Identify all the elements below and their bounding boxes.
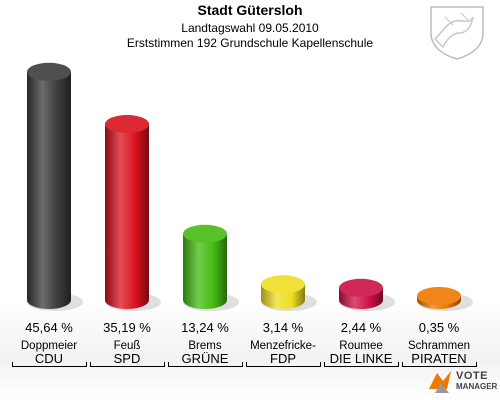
vote-manager-logo-icon xyxy=(429,371,451,393)
party-underline-tick xyxy=(324,362,325,367)
party-underline xyxy=(402,366,476,367)
party-underline xyxy=(324,366,398,367)
party-label: PIRATEN xyxy=(411,351,467,366)
candidate-label: Doppmeier xyxy=(20,340,78,352)
chart-subsubtitle: Erststimmen 192 Grundschule Kapellenschu… xyxy=(126,36,374,50)
value-label: 0,35 % xyxy=(418,320,460,335)
party-underline-tick xyxy=(476,362,477,367)
value-label: 2,44 % xyxy=(340,320,382,335)
party-label: SPD xyxy=(113,351,141,366)
bar-spd xyxy=(105,124,149,309)
party-underline-tick xyxy=(246,362,247,367)
party-label: FDP xyxy=(270,351,296,366)
bar-cap xyxy=(105,115,149,134)
value-label: 45,64 % xyxy=(25,320,73,335)
coat-of-arms-icon xyxy=(430,6,484,60)
candidate-label: Schrammen xyxy=(408,340,470,352)
bar-cap xyxy=(261,275,305,294)
party-underline-tick xyxy=(12,362,13,367)
bar-cdu xyxy=(27,71,71,309)
candidate-label: Brems xyxy=(188,340,222,352)
candidate-label: Menzefricke- xyxy=(250,340,316,352)
party-underline-tick xyxy=(164,362,165,367)
value-label: 13,24 % xyxy=(181,320,229,335)
candidate-label: Feuß xyxy=(113,340,141,352)
party-underline-tick xyxy=(86,362,87,367)
party-underline-tick xyxy=(90,362,91,367)
party-underline xyxy=(168,366,242,367)
party-underline-tick xyxy=(402,362,403,367)
party-label: CDU xyxy=(34,351,64,366)
party-underline-tick xyxy=(320,362,321,367)
party-underline xyxy=(246,366,320,367)
party-underline-tick xyxy=(168,362,169,367)
party-underline xyxy=(12,366,86,367)
party-underline xyxy=(90,366,164,367)
value-label: 35,19 % xyxy=(103,320,151,335)
bar-grüne xyxy=(183,233,227,309)
chart-subtitle: Landtagswahl 09.05.2010 xyxy=(181,21,319,35)
party-label: GRÜNE xyxy=(181,351,229,366)
party-underline-tick xyxy=(242,362,243,367)
bar-cap xyxy=(417,287,461,305)
party-underline-tick xyxy=(398,362,399,367)
value-label: 3,14 % xyxy=(262,320,304,335)
party-label: DIE LINKE xyxy=(329,351,393,366)
bar-cap xyxy=(27,62,71,81)
logo-text-vote: VOTE xyxy=(456,370,488,382)
logo-text-manager: MANAGER xyxy=(456,382,498,391)
candidate-label: Roumee xyxy=(339,340,383,352)
bar-cap xyxy=(339,278,383,297)
bar-cap xyxy=(183,224,227,243)
chart-title: Stadt Gütersloh xyxy=(197,2,303,18)
